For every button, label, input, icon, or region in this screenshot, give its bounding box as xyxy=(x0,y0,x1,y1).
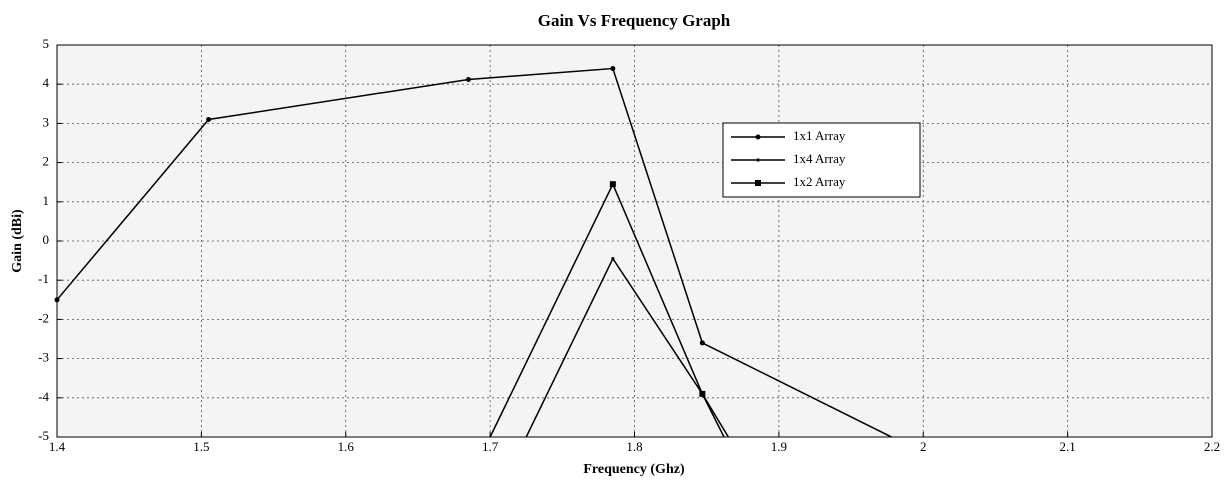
y-tick-label: -5 xyxy=(38,428,49,443)
marker xyxy=(54,297,60,303)
y-tick-label: -1 xyxy=(38,271,49,286)
marker xyxy=(609,181,616,188)
x-tick-label: 1.7 xyxy=(482,439,499,454)
y-tick-label: -4 xyxy=(38,389,49,404)
legend-label: 1x4 Array xyxy=(793,151,846,166)
y-tick-label: -3 xyxy=(38,350,49,365)
y-tick-label: 1 xyxy=(43,193,50,208)
y-tick-label: 3 xyxy=(43,114,50,129)
y-tick-label: 0 xyxy=(43,232,50,247)
marker xyxy=(465,76,471,82)
series-line xyxy=(56,67,892,438)
legend-marker xyxy=(756,158,760,162)
y-tick-label: 4 xyxy=(43,75,50,90)
legend-marker xyxy=(755,180,761,186)
x-tick-label: 1.5 xyxy=(193,439,209,454)
chart-title: Gain Vs Frequency Graph xyxy=(538,11,731,30)
x-axis-label: Frequency (Ghz) xyxy=(583,462,685,477)
series-line xyxy=(489,182,725,438)
series-line xyxy=(525,257,729,438)
x-tick-label: 2 xyxy=(920,439,927,454)
marker xyxy=(610,66,616,72)
marker xyxy=(611,257,615,261)
x-tick-label: 1.6 xyxy=(338,439,355,454)
plot-frame xyxy=(56,44,1213,438)
marker xyxy=(699,340,705,346)
y-axis-label: Gain (dBi) xyxy=(10,209,25,273)
legend-marker xyxy=(755,134,761,140)
legend: 1x1 Array 1x4 Array 1x2 Array xyxy=(722,122,921,198)
y-tick-label: -2 xyxy=(38,310,49,325)
legend-label: 1x1 Array xyxy=(793,128,846,143)
x-tick-label: 1.9 xyxy=(771,439,787,454)
x-tick-label: 2.1 xyxy=(1060,439,1076,454)
x-tick-label: 1.8 xyxy=(626,439,642,454)
x-tick-label: 1.4 xyxy=(49,439,66,454)
y-tick-label: 5 xyxy=(43,36,50,51)
legend-label: 1x2 Array xyxy=(793,174,846,189)
marker xyxy=(206,116,212,122)
marker xyxy=(699,390,706,397)
y-tick-label: 2 xyxy=(43,154,50,169)
x-tick-label: 2.2 xyxy=(1204,439,1220,454)
